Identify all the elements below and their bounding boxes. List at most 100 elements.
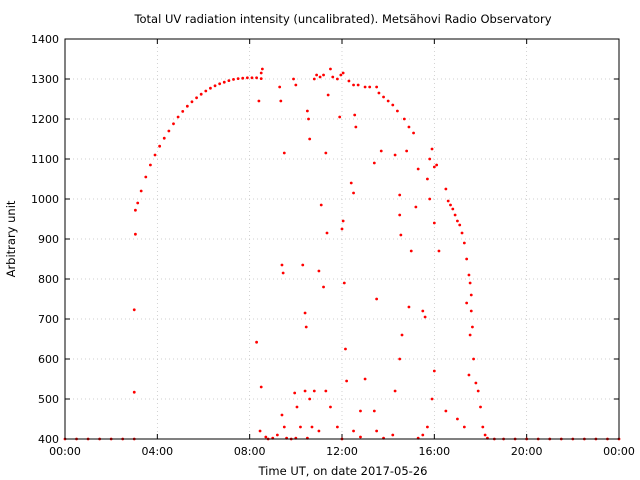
data-point (437, 249, 441, 253)
data-point (396, 109, 399, 113)
data-point (476, 389, 480, 393)
data-point (465, 257, 469, 261)
data-point (451, 207, 455, 211)
data-point (282, 425, 286, 429)
data-point (372, 161, 376, 165)
chart-title: Total UV radiation intensity (uncalibrat… (133, 12, 551, 26)
data-point (280, 413, 284, 417)
data-point (303, 311, 307, 315)
data-point (340, 227, 344, 231)
data-point (426, 425, 429, 429)
data-point (468, 281, 472, 285)
data-point (345, 379, 349, 383)
data-point (468, 333, 472, 337)
data-point (280, 263, 284, 267)
data-point (335, 77, 339, 81)
x-tick-label: 04:00 (141, 445, 173, 458)
data-point (299, 425, 302, 429)
y-tick-label: 400 (38, 433, 59, 446)
y-tick-label: 1100 (31, 153, 59, 166)
data-point (359, 435, 362, 439)
data-point (199, 92, 203, 96)
data-point (469, 293, 473, 297)
data-point (292, 77, 295, 81)
data-point (312, 389, 316, 393)
data-point (375, 85, 379, 89)
y-tick-label: 700 (38, 313, 59, 326)
data-point (255, 76, 258, 80)
data-point (352, 83, 355, 87)
data-point (421, 433, 425, 437)
data-point (331, 75, 335, 79)
data-point (409, 249, 413, 253)
data-point (469, 309, 473, 313)
data-point (132, 390, 136, 394)
data-point (227, 79, 231, 82)
data-point (185, 104, 189, 108)
data-point (303, 389, 307, 393)
data-point (382, 95, 385, 99)
data-point (275, 433, 279, 437)
data-point (241, 76, 245, 80)
y-tick-label: 1000 (31, 193, 59, 206)
data-point (301, 263, 305, 267)
data-point (444, 187, 448, 191)
data-point (391, 103, 395, 107)
data-point (428, 197, 432, 201)
data-point (465, 301, 469, 305)
data-point (281, 271, 285, 275)
data-point (162, 136, 166, 140)
data-point (363, 85, 367, 89)
data-point (349, 181, 353, 185)
data-point (222, 80, 226, 84)
data-point (460, 231, 464, 235)
data-point (359, 409, 362, 413)
data-point (375, 429, 379, 433)
data-point (218, 82, 222, 86)
data-point (368, 85, 372, 89)
data-point (259, 385, 263, 389)
data-point (391, 433, 395, 437)
data-point (479, 405, 482, 409)
data-point (462, 425, 466, 429)
data-point (259, 77, 263, 80)
y-tick-label: 900 (38, 233, 59, 246)
y-axis-label: Arbitrary unit (4, 200, 18, 277)
data-point (257, 99, 261, 103)
data-point (278, 85, 282, 89)
data-point (317, 429, 321, 433)
data-point (393, 389, 397, 393)
x-tick-label: 08:00 (234, 445, 266, 458)
data-point (352, 191, 355, 195)
data-point (236, 77, 240, 80)
data-point (318, 75, 322, 79)
data-point (260, 67, 264, 71)
data-point (293, 391, 297, 395)
data-point (250, 76, 254, 80)
data-point (432, 221, 436, 225)
data-point (339, 73, 343, 77)
data-point (317, 269, 321, 273)
data-point (347, 79, 351, 83)
data-point (319, 203, 323, 207)
data-point (176, 115, 180, 119)
data-point (204, 89, 208, 93)
data-point (310, 425, 314, 429)
data-point (377, 91, 381, 95)
data-point (444, 409, 448, 413)
data-point (315, 73, 319, 77)
data-point (329, 67, 332, 71)
data-point (304, 325, 308, 329)
data-point (341, 219, 345, 223)
data-point (312, 77, 316, 81)
x-tick-label: 00:00 (603, 445, 635, 458)
data-point (456, 219, 459, 223)
data-point (294, 83, 298, 87)
plot-frame (64, 38, 620, 440)
data-point (399, 233, 403, 237)
data-point (393, 153, 397, 157)
data-point (255, 340, 258, 344)
data-point (449, 203, 452, 207)
data-point (341, 71, 345, 75)
data-point (329, 405, 332, 409)
